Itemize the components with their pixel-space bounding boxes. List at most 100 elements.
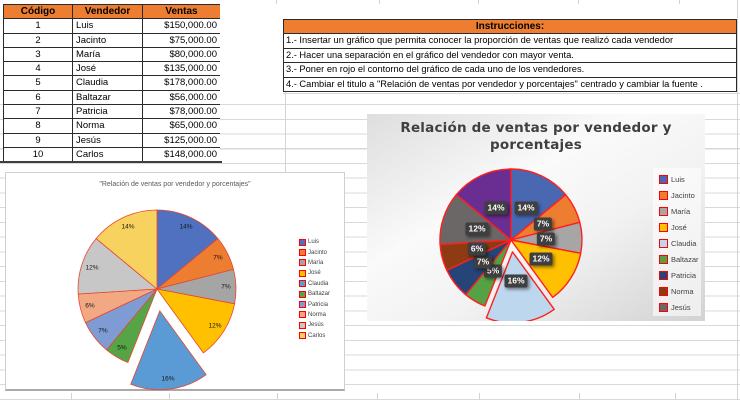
sales-table-cell-codigo[interactable]: 5 [4, 76, 72, 90]
sales-table-cell-vendedor[interactable]: José [73, 62, 142, 76]
sales-table-cell-codigo[interactable]: 3 [4, 47, 72, 62]
sales-table-header-cell[interactable]: Vendedor [73, 5, 142, 19]
sales-table-cell-vendedor[interactable]: Claudia [73, 76, 142, 90]
gridline [71, 393, 72, 400]
sales-table-cell-codigo[interactable]: 9 [4, 133, 72, 147]
pie-slice-jesús[interactable] [77, 238, 158, 295]
sales-table-cell-ventas[interactable]: $125,000.00 [143, 133, 220, 147]
legend-label: Jacinto [671, 191, 695, 201]
percent-label: 7% [221, 283, 231, 291]
gridline [579, 393, 580, 400]
sales-table-cell-ventas[interactable]: $178,000.00 [143, 76, 220, 90]
sales-table-cell-codigo[interactable]: 10 [4, 147, 72, 162]
legend-marker [299, 259, 306, 267]
instruction-row[interactable]: 4.- Cambiar el titulo a "Relación de ven… [284, 77, 736, 91]
percent-label: 14% [179, 223, 193, 231]
sales-table-cell-codigo[interactable]: 7 [4, 105, 72, 119]
gridline [377, 393, 378, 400]
sales-table-cell-ventas[interactable]: $135,000.00 [143, 62, 220, 76]
legend-item-patricia[interactable]: Patricia [659, 267, 701, 283]
legend-item-baltazar[interactable]: Baltazar [299, 289, 330, 299]
legend-label: Carlos [308, 332, 326, 339]
instructions-box: Instrucciones: 1.- Insertar un gráfico q… [283, 19, 737, 92]
legend-item-claudia[interactable]: Claudia [299, 279, 330, 289]
gridline [578, 0, 579, 4]
pie-slice-luis[interactable] [156, 209, 219, 290]
gridline [478, 0, 479, 4]
chart-title[interactable]: Relación de ventas por vendedor y porcen… [400, 120, 672, 153]
instruction-row[interactable]: 2.- Hacer una separación en el gráfico d… [284, 48, 736, 64]
sales-table-cell-ventas[interactable]: $80,000.00 [143, 47, 220, 62]
gridline [679, 0, 680, 4]
legend-label: José [671, 223, 687, 233]
sales-table-cell-ventas[interactable]: $148,000.00 [143, 147, 220, 162]
percent-label: 12% [529, 252, 553, 266]
sales-table-cell-ventas[interactable]: $150,000.00 [143, 19, 220, 33]
legend-label: Patricia [671, 270, 697, 280]
pie-slice-luis[interactable] [510, 168, 567, 241]
instruction-row[interactable]: 1.- Insertar un gráfico que permita cono… [284, 34, 736, 49]
instruction-row[interactable]: 3.- Poner en rojo el contorno del gráfic… [284, 63, 736, 78]
legend-item-jesús[interactable]: Jesús [299, 320, 330, 330]
legend-item-jesús[interactable]: Jesús [659, 299, 701, 315]
legend-marker [659, 302, 668, 312]
pie-slice-josé[interactable] [156, 288, 235, 354]
sales-table-cell-vendedor[interactable]: Jacinto [73, 33, 142, 47]
percent-label: 12% [85, 264, 99, 272]
sales-table-header-cell[interactable]: Ventas [143, 5, 220, 19]
legend-item-maría[interactable]: María [299, 258, 330, 268]
legend-item-jacinto[interactable]: Jacinto [299, 247, 330, 257]
gridline [169, 393, 170, 400]
legend-label: María [308, 259, 324, 266]
sales-table-cell-ventas[interactable]: $75,000.00 [143, 33, 220, 47]
main-pie-chart[interactable]: Relación de ventas por vendedor y porcen… [367, 114, 705, 321]
percent-label: 7% [533, 217, 553, 231]
sales-table-cell-ventas[interactable]: $65,000.00 [143, 119, 220, 133]
sales-table-cell-vendedor[interactable]: Jesús [73, 133, 142, 147]
gridline [479, 393, 480, 400]
legend-item-norma[interactable]: Norma [299, 310, 330, 320]
percent-label: 16% [504, 274, 528, 288]
legend-item-norma[interactable]: Norma [659, 283, 701, 299]
sales-table-cell-codigo[interactable]: 4 [4, 62, 72, 76]
legend-item-jacinto[interactable]: Jacinto [659, 188, 701, 204]
sales-table-cell-vendedor[interactable]: Baltazar [73, 90, 142, 105]
sales-table-cell-vendedor[interactable]: María [73, 47, 142, 62]
pie-slice-carlos[interactable] [95, 209, 158, 290]
legend-item-baltazar[interactable]: Baltazar [659, 251, 701, 267]
small-pie-chart[interactable]: "Relación de ventas por vendedor y porce… [5, 172, 345, 391]
sales-table-cell-codigo[interactable]: 8 [4, 119, 72, 133]
sales-table-cell-codigo[interactable]: 1 [4, 19, 72, 33]
legend-item-luis[interactable]: Luis [659, 172, 701, 188]
pie-slice-carlos[interactable] [455, 168, 512, 241]
pie-slice-claudia[interactable] [130, 310, 207, 391]
legend-marker [659, 191, 668, 201]
sales-table-cell-codigo[interactable]: 6 [4, 90, 72, 105]
legend-item-maría[interactable]: María [659, 204, 701, 220]
sales-table-cell-ventas[interactable]: $56,000.00 [143, 90, 220, 105]
legend-marker [659, 207, 668, 217]
percent-label: 7% [536, 232, 556, 246]
legend-marker [299, 311, 306, 319]
percent-label: 7% [213, 254, 223, 262]
sales-table-cell-ventas[interactable]: $78,000.00 [143, 105, 220, 119]
sales-table-header-cell[interactable]: Código [4, 5, 72, 19]
sales-table-cell-codigo[interactable]: 2 [4, 33, 72, 47]
sales-table: Código Vendedor Ventas 1 Luis $150,000.00 2 Jac… [3, 4, 220, 162]
sales-table-cell-vendedor[interactable]: Luis [73, 19, 142, 33]
sales-table-cell-vendedor[interactable]: Norma [73, 119, 142, 133]
legend-item-luis[interactable]: Luis [299, 237, 330, 247]
legend-label: Baltazar [308, 291, 331, 298]
legend-item-josé[interactable]: José [659, 220, 701, 236]
gridline [737, 0, 738, 400]
instructions-header-cell[interactable]: Instrucciones: [284, 20, 736, 35]
legend-item-josé[interactable]: José [299, 268, 330, 278]
sales-table-cell-vendedor[interactable]: Carlos [73, 147, 142, 162]
chart-title[interactable]: "Relación de ventas por vendedor y porce… [99, 181, 251, 188]
legend-label: José [308, 270, 321, 277]
legend-item-carlos[interactable]: Carlos [299, 331, 330, 341]
legend-item-claudia[interactable]: Claudia [659, 236, 701, 252]
pie-slice-josé[interactable] [510, 239, 582, 299]
sales-table-cell-vendedor[interactable]: Patricia [73, 105, 142, 119]
legend-item-patricia[interactable]: Patricia [299, 299, 330, 309]
